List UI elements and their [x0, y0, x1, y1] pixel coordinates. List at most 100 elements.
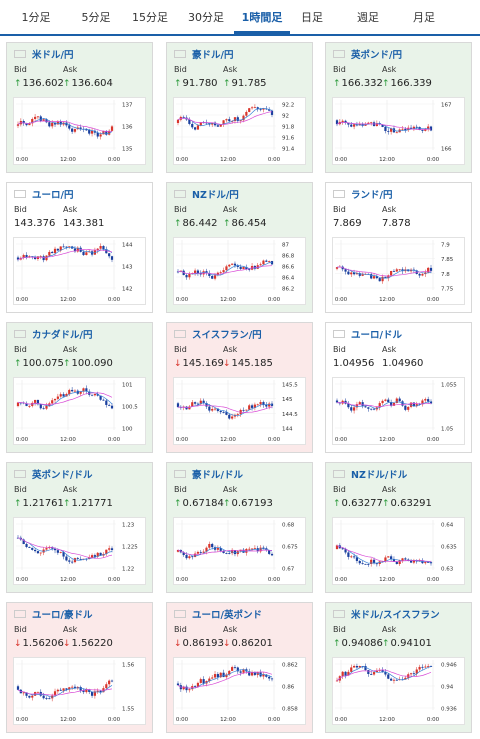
tab-5[interactable]: 日足	[301, 11, 323, 24]
candle	[28, 123, 31, 126]
currency-card[interactable]: 米ドル/円 Bid Ask ↑136.602 ↑136.604 137 136 135 0:00…	[6, 42, 153, 173]
pair-name[interactable]: スイスフラン/円	[192, 330, 262, 341]
candle	[39, 552, 42, 554]
candle	[355, 273, 359, 275]
pair-name[interactable]: ユーロ/豪ドル	[32, 610, 93, 621]
ma-fast-line	[17, 537, 113, 561]
candle	[390, 402, 393, 406]
ask-label: Ask	[382, 345, 397, 354]
price-chart[interactable]: 0.862 0.86 0.858 0:00 12:00 0:00	[173, 657, 306, 725]
currency-card[interactable]: ユーロ/英ポンド Bid Ask ↓0.86193 ↓0.86201 0.862 0.86 0…	[166, 602, 313, 733]
bid-number: 0.94086	[341, 638, 383, 649]
bid-label: Bid	[14, 345, 27, 354]
price-chart[interactable]: 1.56 1.55 0:00 12:00 0:00	[13, 657, 146, 725]
price-chart[interactable]: 7.9 7.85 7.8 7.75 0:00 12:00 0:00	[332, 237, 465, 305]
currency-card[interactable]: ユーロ/円 Bid Ask 143.376 143.381 144 143 142 0:00 12…	[6, 182, 153, 313]
currency-card[interactable]: ランド/円 Bid Ask 7.869 7.878 7.9 7.85 7.8 7.75 0:00 1…	[325, 182, 472, 313]
price-chart[interactable]: 1.23 1.225 1.22 0:00 12:00 0:00	[13, 517, 146, 585]
price-chart[interactable]: 144 143 142 0:00 12:00 0:00	[13, 237, 146, 305]
candle	[16, 124, 20, 126]
bid-label: Bid	[14, 485, 27, 494]
pair-name[interactable]: カナダドル/円	[32, 330, 93, 341]
pair-name[interactable]: 英ポンド/ドル	[32, 470, 93, 481]
y-tick-label: 144	[122, 243, 133, 249]
ask-number: 0.63291	[390, 498, 432, 509]
bid-number: 1.56206	[22, 638, 64, 649]
candle	[429, 267, 433, 271]
tab-1[interactable]: 5分足	[81, 11, 111, 24]
price-chart[interactable]: 0.64 0.635 0.63 0:00 12:00 0:00	[332, 517, 465, 585]
y-tick-label: 1.225	[122, 545, 138, 551]
pair-name[interactable]: NZドル/円	[192, 190, 239, 201]
pair-name[interactable]: ユーロ/円	[32, 190, 74, 201]
ask-number: 100.090	[71, 358, 113, 369]
tab-6[interactable]: 週足	[357, 11, 379, 24]
tab-0[interactable]: 1分足	[21, 11, 51, 24]
y-tick-label: 0.936	[441, 707, 457, 713]
currency-card[interactable]: ユーロ/豪ドル Bid Ask ↓1.56206 ↓1.56220 1.56 1.55 0:0…	[6, 602, 153, 733]
currency-card[interactable]: NZドル/円 Bid Ask ↑86.442 ↑86.454 87 86.8 86.6 86.4…	[166, 182, 313, 313]
ask-label: Ask	[63, 205, 78, 214]
price-chart[interactable]: 0.68 0.675 0.67 0:00 12:00 0:00	[173, 517, 306, 585]
pair-name[interactable]: 米ドル/円	[32, 50, 74, 61]
ma-slow-line	[336, 121, 432, 130]
candle	[361, 274, 364, 276]
price-chart[interactable]: 0.946 0.94 0.936 0:00 12:00 0:00	[332, 657, 465, 725]
up-arrow-icon: ↑	[14, 359, 22, 369]
bid-value: ↓1.56206	[14, 638, 64, 649]
y-tick-label: 1.055	[441, 383, 457, 389]
currency-card[interactable]: スイスフラン/円 Bid Ask ↓145.169 ↓145.185 145.5 145 14…	[166, 322, 313, 453]
currency-card[interactable]: 英ポンド/ドル Bid Ask ↑1.21761 ↑1.21771 1.23 1.225 1.…	[6, 462, 153, 593]
candle	[239, 266, 242, 269]
currency-card[interactable]: 英ポンド/円 Bid Ask ↑166.332 ↑166.339 167 166 0:00 12…	[325, 42, 472, 173]
currency-card[interactable]: 豪ドル/円 Bid Ask ↑91.780 ↑91.785 92.2 92 91.8 91.6 9…	[166, 42, 313, 173]
pair-name[interactable]: 米ドル/スイスフラン	[351, 610, 440, 621]
pair-name[interactable]: ユーロ/英ポンド	[192, 610, 262, 621]
price-chart[interactable]: 145.5 145 144.5 144 0:00 12:00 0:00	[173, 377, 306, 445]
candle	[25, 255, 28, 258]
pair-name[interactable]: 英ポンド/円	[351, 50, 402, 61]
pair-name[interactable]: 豪ドル/ドル	[192, 470, 243, 481]
x-tick-label: 12:00	[220, 157, 236, 163]
y-tick-label: 92.2	[282, 103, 294, 109]
candle	[350, 124, 353, 127]
price-chart[interactable]: 137 136 135 0:00 12:00 0:00	[13, 97, 146, 165]
currency-card[interactable]: カナダドル/円 Bid Ask ↑100.075 ↑100.090 101 100.5 100…	[6, 322, 153, 453]
price-chart[interactable]: 92.2 92 91.8 91.6 91.4 0:00 12:00 0:00	[173, 97, 306, 165]
price-chart[interactable]: 167 166 0:00 12:00 0:00	[332, 97, 465, 165]
tab-7[interactable]: 月足	[413, 11, 435, 24]
y-tick-label: 7.9	[441, 243, 450, 249]
pair-name[interactable]: ユーロ/ドル	[351, 330, 402, 341]
tab-3[interactable]: 30分足	[188, 11, 224, 24]
bid-number: 91.780	[182, 78, 218, 89]
price-chart[interactable]: 1.055 1.05 0:00 12:00 0:00	[332, 377, 465, 445]
pair-name[interactable]: ランド/円	[351, 190, 393, 201]
pair-name[interactable]: NZドル/ドル	[351, 470, 408, 481]
price-chart[interactable]: 101 100.5 100 0:00 12:00 0:00	[13, 377, 146, 445]
bid-label: Bid	[333, 345, 346, 354]
currency-card[interactable]: ユーロ/ドル Bid Ask 1.04956 1.04960 1.055 1.05 0:00 1…	[325, 322, 472, 453]
ma-slow-line	[177, 404, 273, 413]
candle	[384, 671, 387, 675]
currency-card[interactable]: 米ドル/スイスフラン Bid Ask ↑0.94086 ↑0.94101 0.946 0.9…	[325, 602, 472, 733]
candle	[85, 252, 88, 256]
candle	[256, 107, 259, 110]
y-tick-label: 0.675	[282, 545, 298, 551]
pair-name[interactable]: 豪ドル/円	[192, 50, 234, 61]
x-tick-label: 0:00	[16, 157, 29, 163]
x-tick-label: 0:00	[16, 717, 29, 723]
price-chart[interactable]: 87 86.8 86.6 86.4 86.2 0:00 12:00 0:00	[173, 237, 306, 305]
candle	[71, 686, 74, 688]
currency-card[interactable]: 豪ドル/ドル Bid Ask ↑0.67184 ↑0.67193 0.68 0.675 0.6…	[166, 462, 313, 593]
candle	[370, 559, 373, 564]
candle	[191, 123, 194, 128]
currency-card[interactable]: NZドル/ドル Bid Ask ↑0.63277 ↑0.63291 0.64 0.635 0.…	[325, 462, 472, 593]
tab-2[interactable]: 15分足	[132, 11, 168, 24]
candle	[211, 543, 214, 548]
tab-4[interactable]: 1時間足	[234, 0, 290, 34]
x-tick-label: 0:00	[176, 577, 189, 583]
candle	[364, 563, 367, 565]
y-tick-label: 142	[122, 287, 133, 293]
card-header: 豪ドル/円	[174, 48, 234, 61]
candle	[96, 248, 99, 251]
